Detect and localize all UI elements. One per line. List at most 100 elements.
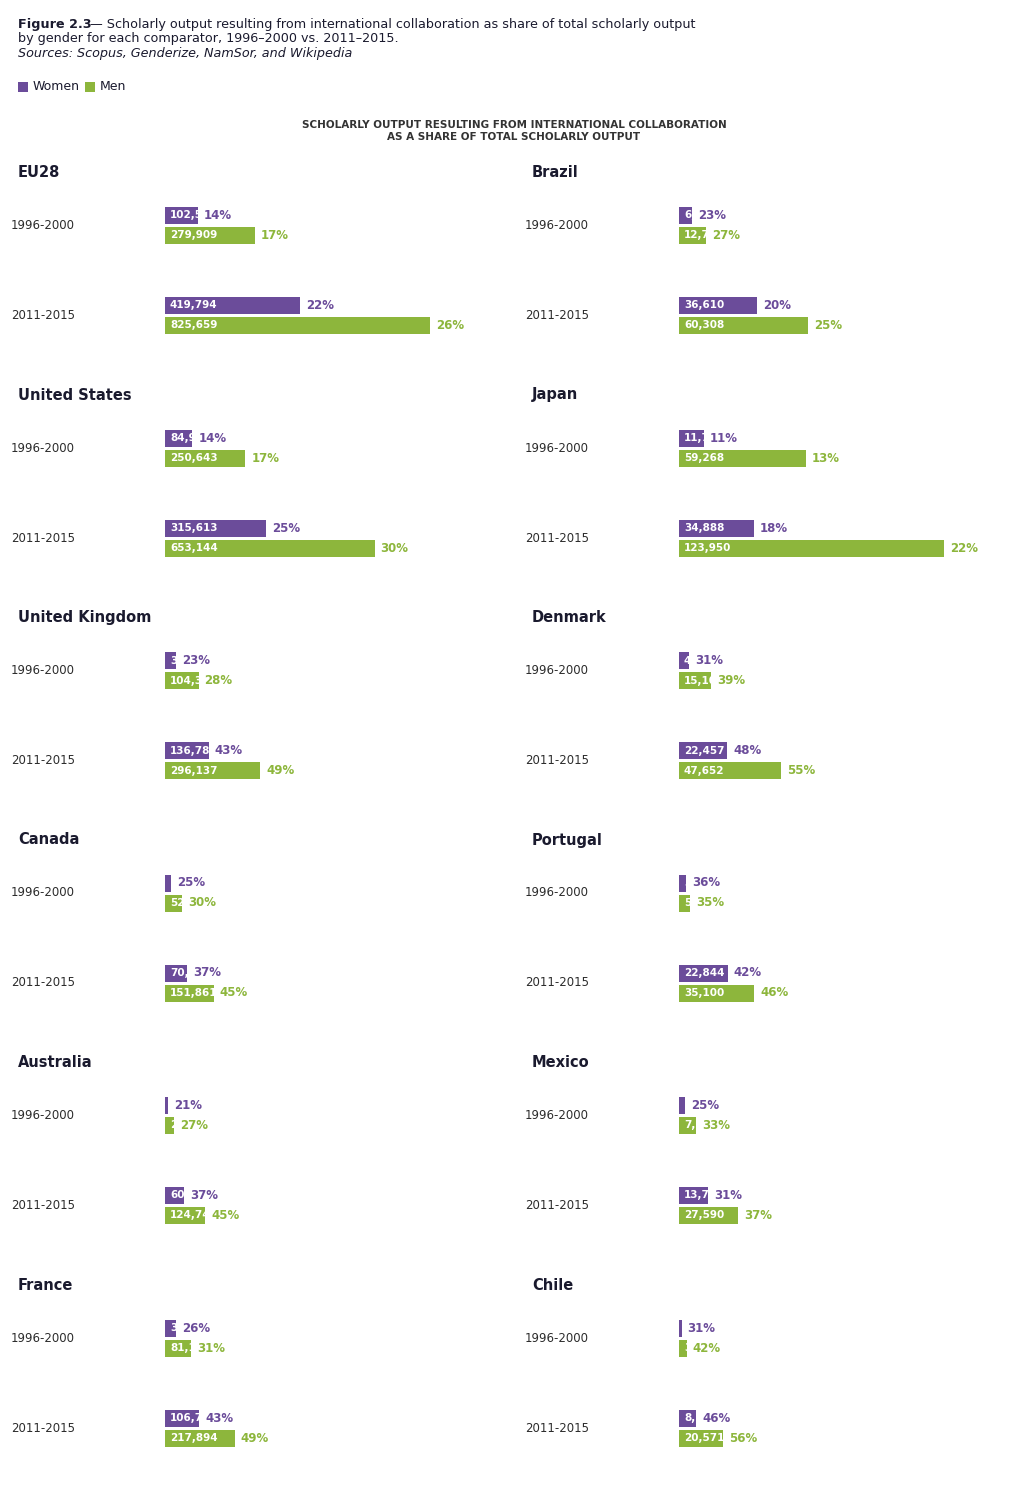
Text: 22,844: 22,844 <box>684 968 725 978</box>
Bar <box>680 1430 723 1446</box>
Text: 20,571: 20,571 <box>684 1432 725 1443</box>
Bar <box>166 1320 177 1336</box>
Text: 29,046: 29,046 <box>170 1120 211 1131</box>
Text: Men: Men <box>100 81 126 93</box>
Text: Women: Women <box>33 81 80 93</box>
Text: 37%: 37% <box>193 966 221 980</box>
Text: 22%: 22% <box>950 542 978 555</box>
Text: 1996-2000: 1996-2000 <box>11 1332 75 1344</box>
Bar <box>166 1340 191 1356</box>
Text: 17%: 17% <box>252 452 280 465</box>
Bar <box>680 1186 708 1204</box>
Text: 25%: 25% <box>691 1100 720 1112</box>
Bar <box>680 1320 682 1336</box>
Text: 27%: 27% <box>712 230 740 242</box>
Text: 8,170: 8,170 <box>684 1413 718 1424</box>
Text: 1996-2000: 1996-2000 <box>11 1108 75 1122</box>
Text: 2,834: 2,834 <box>684 1101 718 1110</box>
Bar <box>680 874 686 891</box>
Bar <box>680 742 727 759</box>
Text: 56%: 56% <box>729 1431 758 1444</box>
Bar <box>85 82 95 92</box>
Text: 27,590: 27,590 <box>684 1210 725 1221</box>
Bar <box>166 429 192 447</box>
Bar <box>680 226 706 244</box>
Text: 104,394: 104,394 <box>170 675 218 686</box>
Bar <box>680 1096 685 1114</box>
Text: 35%: 35% <box>696 897 724 909</box>
Bar <box>680 297 758 314</box>
Text: Australia: Australia <box>19 1054 93 1070</box>
Text: 43%: 43% <box>206 1412 233 1425</box>
Text: 653,144: 653,144 <box>170 543 218 554</box>
Text: 37%: 37% <box>744 1209 772 1222</box>
Bar <box>166 964 187 981</box>
Text: 81,134: 81,134 <box>170 1342 211 1353</box>
Text: 55%: 55% <box>786 764 815 777</box>
Text: 123,950: 123,950 <box>684 543 731 554</box>
Bar <box>680 519 754 537</box>
Text: 52,178: 52,178 <box>170 898 211 908</box>
Text: 35,311: 35,311 <box>170 1323 211 1334</box>
Text: 2011-2015: 2011-2015 <box>525 309 589 322</box>
Text: 31%: 31% <box>714 1190 742 1202</box>
Text: 250,643: 250,643 <box>170 453 218 464</box>
Text: 102,508: 102,508 <box>170 210 218 220</box>
Text: 26%: 26% <box>182 1322 211 1335</box>
Text: 34,260: 34,260 <box>170 656 211 666</box>
Text: 49%: 49% <box>266 764 294 777</box>
Bar <box>166 207 198 224</box>
Text: 1996-2000: 1996-2000 <box>525 664 589 676</box>
Text: 1996-2000: 1996-2000 <box>11 664 75 676</box>
Bar <box>680 894 690 912</box>
Text: 136,780: 136,780 <box>170 746 218 756</box>
Text: 1996-2000: 1996-2000 <box>525 441 589 454</box>
Text: 34,888: 34,888 <box>684 524 725 532</box>
Bar <box>680 964 728 981</box>
Text: 25%: 25% <box>814 320 842 332</box>
Text: 2011-2015: 2011-2015 <box>525 1422 589 1434</box>
Text: 43%: 43% <box>215 744 243 758</box>
Bar <box>166 1430 235 1446</box>
Text: Brazil: Brazil <box>533 165 579 180</box>
Bar <box>680 450 806 466</box>
Text: 3,558: 3,558 <box>684 1342 717 1353</box>
Bar <box>166 742 209 759</box>
Bar <box>680 429 704 447</box>
Text: 26%: 26% <box>436 320 464 332</box>
Text: 25%: 25% <box>272 522 300 534</box>
Text: 25%: 25% <box>177 876 205 890</box>
Text: 217,894: 217,894 <box>170 1432 218 1443</box>
Bar <box>680 1340 687 1356</box>
Text: 22,457: 22,457 <box>684 746 725 756</box>
Text: United States: United States <box>19 387 132 402</box>
Text: 22%: 22% <box>305 298 334 312</box>
Bar <box>166 1208 205 1224</box>
Text: 2011-2015: 2011-2015 <box>11 531 75 544</box>
Bar <box>166 226 255 244</box>
Text: 2011-2015: 2011-2015 <box>11 754 75 766</box>
Text: 7,835: 7,835 <box>684 1120 718 1131</box>
Bar <box>680 1118 696 1134</box>
Text: 17,655: 17,655 <box>170 878 211 888</box>
Text: Sources: Scopus, Genderize, NamSor, and Wikipedia: Sources: Scopus, Genderize, NamSor, and … <box>19 46 353 60</box>
Text: 37%: 37% <box>190 1190 219 1202</box>
Bar <box>166 1096 168 1114</box>
Text: 23%: 23% <box>698 209 726 222</box>
Bar <box>680 316 808 334</box>
Text: 4,809: 4,809 <box>684 656 717 666</box>
Text: 11%: 11% <box>710 432 738 444</box>
Text: 36%: 36% <box>692 876 720 890</box>
Text: 1996-2000: 1996-2000 <box>11 441 75 454</box>
Bar <box>166 297 300 314</box>
Bar <box>166 1186 184 1204</box>
Text: 39%: 39% <box>718 674 745 687</box>
Text: Denmark: Denmark <box>533 610 607 626</box>
Bar <box>680 1208 738 1224</box>
Text: Chile: Chile <box>533 1278 574 1293</box>
Text: 48%: 48% <box>733 744 762 758</box>
Text: Mexico: Mexico <box>533 1054 590 1070</box>
Bar <box>680 672 711 688</box>
Text: AS A SHARE OF TOTAL SCHOLARLY OUTPUT: AS A SHARE OF TOTAL SCHOLARLY OUTPUT <box>388 132 640 142</box>
Text: 30%: 30% <box>380 542 409 555</box>
